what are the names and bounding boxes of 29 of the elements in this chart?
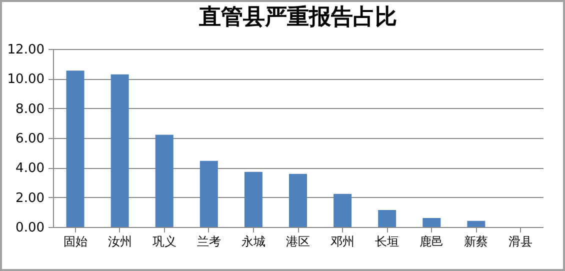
y-tick-label: 0.00 [16,220,44,236]
x-tick-label: 汝州 [108,234,132,248]
bar [378,210,396,227]
y-tick-label: 4.00 [16,161,44,176]
x-tick-label: 新蔡 [464,234,488,248]
y-tick-label: 8.00 [16,102,44,117]
bar [244,172,262,227]
bar [422,218,441,227]
x-tick-label: 邓州 [330,234,355,248]
x-tick-label: 港区 [286,234,310,248]
x-tick-label: 固始 [63,234,88,248]
y-tick-label: 6.00 [16,132,44,146]
bar [334,194,352,227]
y-tick-label: 10.00 [7,72,44,88]
x-tick-label: 鹿邑 [420,234,444,248]
bar [467,220,486,227]
bar [200,160,218,227]
x-tick-label: 永城 [241,234,266,248]
y-tick-label: 12.00 [7,42,44,58]
bar [110,74,129,227]
x-tick-label: 巩义 [152,234,176,248]
chart-title: 直管县严重报告占比 [198,4,397,30]
bar [66,70,84,227]
x-tick-label: 长垣 [375,234,400,248]
bar [155,134,174,227]
x-tick-label: 兰考 [196,234,221,248]
y-tick-label: 2.00 [16,190,44,206]
bar [289,174,307,227]
x-tick-label: 滑县 [508,234,533,248]
